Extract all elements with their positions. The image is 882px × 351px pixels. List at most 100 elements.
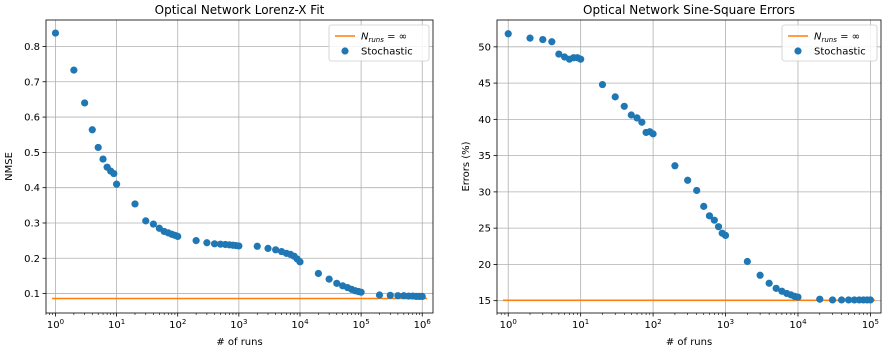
y-tick-label: 0.3: [24, 218, 40, 229]
y-tick-label: 0.1: [24, 289, 40, 300]
data-point: [314, 269, 322, 278]
data-point: [714, 223, 723, 231]
data-point: [375, 291, 384, 299]
data-point: [633, 114, 641, 122]
data-point: [756, 271, 764, 279]
data-point: [51, 29, 60, 37]
data-point: [866, 296, 875, 304]
data-point: [203, 239, 211, 247]
y-tick-label: 0.8: [24, 42, 40, 53]
x-tick-label: 100: [500, 318, 517, 331]
y-tick-label: 35: [478, 151, 491, 162]
y-tick-label: 50: [478, 42, 491, 53]
data-point: [705, 212, 714, 220]
chart-panel-1: Optical Network Lorenz-X Fit 100 101 102 103…: [4, 3, 434, 348]
data-point: [743, 257, 751, 266]
data-point: [611, 93, 619, 101]
y-tick-label: 40: [478, 115, 491, 126]
y-tick-label: 0.6: [24, 113, 40, 124]
data-point: [357, 288, 365, 296]
x-tick-label: 102: [644, 318, 661, 331]
data-point: [174, 232, 182, 240]
data-point: [210, 240, 219, 248]
x-tick-label: 105: [353, 318, 370, 331]
legend-box: [328, 24, 430, 62]
x-tick-label: 104: [789, 318, 807, 331]
x-tick-label: 106: [414, 318, 432, 331]
y-axis-label: Errors (%): [461, 141, 472, 191]
legend-stochastic-swatch: [794, 47, 802, 55]
x-tick-label: 103: [230, 318, 247, 331]
data-point: [296, 258, 304, 266]
data-point: [577, 55, 585, 63]
data-point: [684, 176, 692, 184]
data-point: [620, 102, 628, 110]
axes-frame: [45, 19, 434, 314]
legend-stochastic-label: Stochastic: [361, 47, 413, 58]
data-point: [721, 231, 730, 239]
x-tick-label: 104: [291, 318, 309, 331]
legend-baseline-label: Nruns = ∞: [361, 32, 407, 45]
data-point: [627, 111, 635, 119]
data-point: [671, 162, 679, 170]
data-point: [272, 246, 280, 254]
legend-baseline-label: Nruns = ∞: [814, 32, 860, 45]
x-tick-label: 101: [108, 318, 125, 331]
legend: Nruns = ∞ Stochastic: [781, 24, 878, 62]
y-axis-label: NMSE: [4, 152, 15, 181]
data-point: [81, 99, 89, 107]
data-point: [828, 296, 837, 304]
chart-title: Optical Network Lorenz-X Fit: [155, 3, 325, 17]
data-point: [649, 130, 657, 138]
data-point: [333, 279, 341, 287]
data-point: [526, 34, 534, 42]
data-point: [131, 200, 139, 208]
data-point: [598, 80, 607, 89]
chart-title: Optical Network Sine-Square Errors: [583, 3, 795, 17]
x-tick-label: 101: [572, 318, 589, 331]
x-tick-label: 102: [169, 318, 186, 331]
x-tick-label: 105: [862, 318, 879, 331]
data-point: [548, 38, 556, 46]
data-point: [504, 30, 512, 38]
y-tick-label: 0.7: [24, 77, 40, 88]
data-point: [638, 118, 646, 126]
x-axis-label: # of runs: [216, 337, 262, 348]
data-point: [418, 292, 426, 301]
data-point: [192, 237, 200, 245]
data-point: [99, 155, 107, 163]
data-point: [700, 202, 708, 210]
data-point: [816, 295, 824, 303]
data-point: [794, 293, 802, 301]
data-point: [710, 216, 718, 224]
data-point: [555, 50, 563, 58]
x-axis-label: # of runs: [666, 337, 712, 348]
chart-panel-2: Optical Network Sine-Square Errors 100 101…: [461, 3, 882, 348]
data-point: [253, 242, 261, 250]
y-tick-label: 45: [478, 79, 491, 90]
data-point: [693, 186, 701, 195]
legend-box: [781, 24, 878, 62]
y-tick-label: 15: [478, 296, 491, 307]
data-point: [70, 66, 78, 74]
data-point: [235, 242, 243, 250]
data-point: [394, 292, 402, 300]
data-point: [539, 35, 547, 44]
y-tick-label: 0.2: [24, 254, 40, 265]
data-point: [845, 296, 853, 304]
x-tick-label: 103: [717, 318, 734, 331]
legend-stochastic-label: Stochastic: [814, 47, 866, 58]
y-tick-label: 0.4: [24, 183, 40, 194]
data-point: [142, 217, 150, 225]
legend-stochastic-swatch: [341, 47, 349, 55]
y-tick-label: 20: [478, 260, 491, 271]
data-point: [94, 143, 102, 152]
data-point: [765, 279, 773, 287]
axes-frame: [496, 19, 882, 314]
legend: Nruns = ∞ Stochastic: [328, 24, 430, 62]
data-point: [386, 291, 394, 299]
y-tick-label: 25: [478, 224, 491, 235]
data-point: [772, 284, 780, 292]
data-point: [149, 220, 157, 228]
